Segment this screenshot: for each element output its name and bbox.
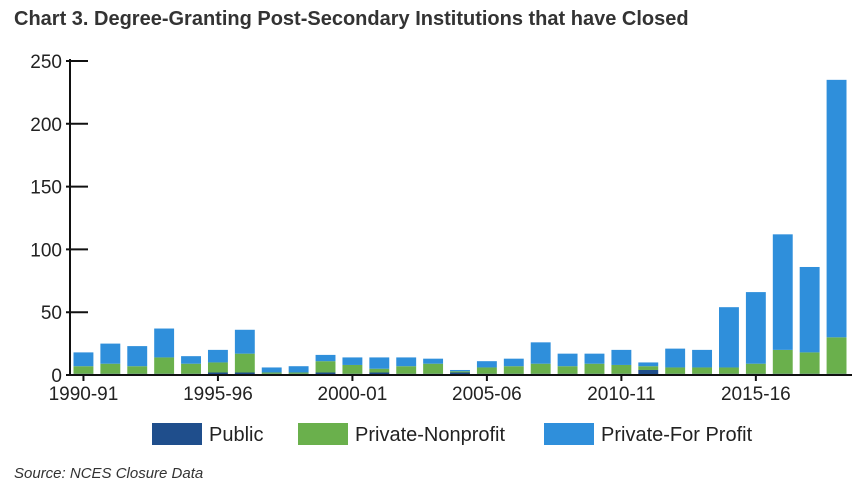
y-tick-label-150: 150 (30, 178, 62, 199)
bar-private-nonprofit-2017-18 (799, 352, 820, 374)
bar-private-for-profit-1991-92 (100, 343, 121, 364)
bar-private-for-profit-2017-18 (799, 266, 820, 353)
bar-private-nonprofit-1991-92 (100, 363, 121, 374)
bar-private-nonprofit-1997-98 (261, 372, 282, 374)
bar-private-nonprofit-2016-17 (772, 349, 793, 374)
legend-label-private-for-profit: Private-For Profit (601, 424, 753, 446)
bar-private-for-profit-2006-07 (503, 358, 524, 367)
bar-public-2001-02 (369, 372, 390, 375)
x-tick-label-2015-16: 2015-16 (721, 384, 791, 405)
bar-private-for-profit-1995-96 (207, 349, 228, 363)
bar-private-for-profit-2007-08 (530, 342, 551, 364)
bar-private-for-profit-1999-00 (315, 354, 336, 362)
bar-private-nonprofit-2007-08 (530, 363, 551, 374)
bar-private-nonprofit-2000-01 (342, 364, 363, 374)
bar-private-for-profit-1994-95 (181, 356, 201, 364)
bar-private-for-profit-2018-19 (826, 79, 847, 338)
y-tick-label-250: 250 (30, 52, 62, 73)
bar-private-nonprofit-2002-03 (396, 366, 417, 374)
bar-private-nonprofit-2010-11 (611, 364, 632, 374)
x-tick-label-1995-96: 1995-96 (183, 384, 253, 405)
legend-swatch-private-nonprofit (298, 423, 348, 445)
source-note: Source: NCES Closure Data (14, 465, 204, 482)
bar-public-2011-12 (638, 369, 659, 375)
bar-private-for-profit-2005-06 (476, 361, 497, 368)
bar-private-for-profit-2001-02 (369, 357, 390, 369)
bar-private-nonprofit-2008-09 (557, 366, 578, 374)
x-tick-label-1990-91: 1990-91 (49, 384, 119, 405)
bar-private-for-profit-2015-16 (745, 292, 766, 364)
bar-private-for-profit-2011-12 (638, 362, 659, 367)
bar-private-nonprofit-1996-97 (234, 353, 255, 373)
y-tick-label-50: 50 (41, 303, 62, 324)
bar-public-2004-05 (450, 372, 470, 375)
bar-private-for-profit-2010-11 (611, 349, 632, 365)
bar-private-for-profit-2014-15 (719, 307, 739, 368)
y-tick-label-0: 0 (51, 366, 62, 387)
bar-public-1995-96 (207, 372, 228, 375)
bar-private-nonprofit-1990-91 (73, 366, 94, 374)
legend-label-private-nonprofit: Private-Nonprofit (355, 424, 506, 446)
bar-private-nonprofit-2005-06 (476, 367, 497, 374)
bar-private-for-profit-2013-14 (692, 349, 713, 368)
bar-private-nonprofit-2006-07 (503, 366, 524, 374)
bar-private-for-profit-2008-09 (557, 353, 578, 367)
x-tick-label-2000-01: 2000-01 (318, 384, 388, 405)
bar-private-nonprofit-1992-93 (127, 366, 148, 374)
bar-private-for-profit-2009-10 (584, 353, 605, 364)
bar-private-for-profit-1998-99 (288, 366, 309, 373)
bar-private-nonprofit-2013-14 (692, 367, 713, 374)
bar-private-nonprofit-2011-12 (638, 366, 659, 370)
bar-public-1996-97 (234, 372, 255, 375)
legend-label-public: Public (209, 424, 263, 446)
bar-private-nonprofit-2018-19 (826, 337, 847, 374)
bar-private-for-profit-2000-01 (342, 357, 363, 365)
bar-private-nonprofit-2009-10 (584, 363, 605, 374)
bar-private-for-profit-2012-13 (665, 348, 686, 368)
y-tick-label-100: 100 (30, 240, 62, 261)
bar-private-nonprofit-2004-05 (450, 371, 470, 373)
bar-private-nonprofit-2003-04 (423, 363, 444, 374)
bar-private-nonprofit-1994-95 (181, 363, 201, 374)
bar-private-for-profit-1992-93 (127, 346, 148, 367)
legend-swatch-private-for-profit (544, 423, 594, 445)
legend-swatch-public (152, 423, 202, 445)
bar-private-for-profit-1993-94 (154, 328, 175, 358)
bar-private-nonprofit-1995-96 (207, 362, 228, 373)
bar-private-nonprofit-2014-15 (719, 367, 739, 374)
bar-private-for-profit-2002-03 (396, 357, 417, 367)
x-tick-label-2010-11: 2010-11 (587, 384, 655, 405)
y-tick-label-200: 200 (30, 115, 62, 136)
bar-private-nonprofit-1998-99 (288, 372, 309, 374)
bar-private-nonprofit-2012-13 (665, 367, 686, 374)
bar-private-for-profit-2016-17 (772, 234, 793, 350)
bar-private-for-profit-1996-97 (234, 329, 255, 354)
bar-private-for-profit-2004-05 (450, 369, 470, 372)
chart-title: Chart 3. Degree-Granting Post-Secondary … (14, 8, 689, 30)
bar-private-nonprofit-2001-02 (369, 368, 390, 373)
bar-public-1999-00 (315, 372, 336, 375)
bar-private-for-profit-1997-98 (261, 367, 282, 373)
bar-private-nonprofit-2015-16 (745, 363, 766, 374)
bar-private-nonprofit-1999-00 (315, 361, 336, 373)
bar-private-for-profit-1990-91 (73, 352, 94, 367)
bar-private-for-profit-2003-04 (423, 358, 444, 364)
x-tick-label-2005-06: 2005-06 (452, 384, 522, 405)
bar-private-nonprofit-1993-94 (154, 357, 175, 374)
